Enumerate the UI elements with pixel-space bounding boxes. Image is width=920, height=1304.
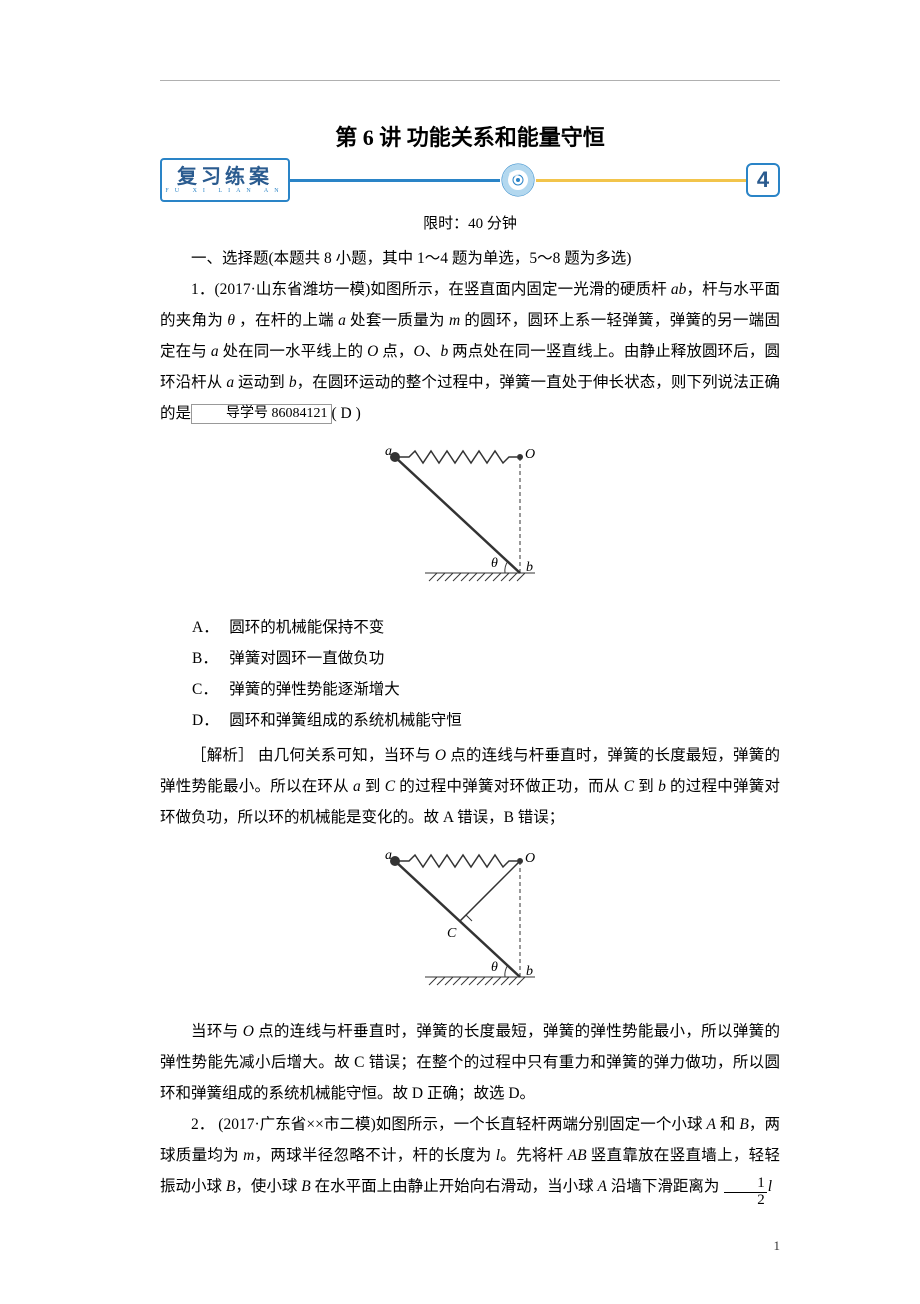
banner-line-right: [536, 178, 746, 182]
var-ab: ab: [671, 281, 687, 298]
q2-stem: 2． (2017·广东省××市二模)如图所示，一个长直轻杆两端分别固定一个小球 …: [160, 1109, 780, 1208]
fig1-O: O: [525, 447, 535, 462]
opt-D: D．圆环和弹簧组成的系统机械能守恒: [192, 705, 780, 736]
q2-t9: 沿墙下滑距离为: [607, 1178, 723, 1195]
ex1-t4: 的过程中弹簧对环做正功，而从: [395, 778, 624, 795]
ex1-C: C: [385, 778, 395, 795]
banner-pinyin: FU XI LIAN AN: [165, 188, 284, 195]
fig2-theta: θ: [491, 960, 498, 975]
var-a3: a: [226, 374, 234, 391]
q1-options: A．圆环的机械能保持不变 B．弹簧对圆环一直做负功 C．弹簧的弹性势能逐渐增大 …: [192, 612, 780, 736]
figure-1: a O θ b: [160, 443, 780, 598]
figure-2: a O C θ b: [160, 847, 780, 1002]
q2-B: B: [739, 1116, 748, 1133]
top-rule: [160, 80, 780, 81]
q1-t8: 、: [425, 343, 441, 360]
review-banner: 复习练案 FU XI LIAN AN 4: [160, 158, 780, 202]
q1-explanation-1: ［解析］ 由几何关系可知，当环与 O 点的连线与杆垂直时，弹簧的长度最短，弹簧的…: [160, 740, 780, 833]
opt-C: C．弹簧的弹性势能逐渐增大: [192, 674, 780, 705]
q2-t8: 在水平面上由静止开始向右滑动，当小球: [311, 1178, 598, 1195]
ex2-t1: 当环与: [191, 1023, 243, 1040]
banner-box: 复习练案 FU XI LIAN AN: [160, 158, 290, 202]
var-a: a: [338, 312, 346, 329]
frac-den: 2: [724, 1193, 767, 1208]
q2-A: A: [706, 1116, 715, 1133]
ex2-t2: 点的连线与杆垂直时，弹簧的长度最短，弹簧的弹性势能最小，所以弹簧的弹性势能先减小…: [160, 1023, 780, 1102]
q2-t2: 和: [716, 1116, 739, 1133]
fig2-a: a: [385, 848, 392, 863]
q2-l2: l: [768, 1178, 772, 1195]
ex1-t5: 到: [634, 778, 658, 795]
q2-t1: 2． (2017·广东省××市二模)如图所示，一个长直轻杆两端分别固定一个小球: [191, 1116, 706, 1133]
var-b2: b: [289, 374, 297, 391]
page-number: 1: [160, 1238, 780, 1254]
banner-line-yellow: [536, 179, 746, 182]
banner-number: 4: [746, 163, 780, 197]
q2-t7: ，使小球: [235, 1178, 301, 1195]
q2-AB: AB: [568, 1147, 587, 1164]
frac-num: 1: [724, 1176, 767, 1192]
fig2-O: O: [525, 851, 535, 866]
fig2-b: b: [526, 964, 533, 979]
ex1-b: b: [658, 778, 666, 795]
q1-t3: ，在杆的上端: [235, 312, 338, 329]
ex1-C2: C: [624, 778, 634, 795]
banner-line: [290, 178, 500, 182]
ex1-t1: ［解析］ 由几何关系可知，当环与: [191, 747, 435, 764]
q1-explanation-2: 当环与 O 点的连线与杆垂直时，弹簧的长度最短，弹簧的弹性势能最小，所以弹簧的弹…: [160, 1016, 780, 1109]
fig1-b: b: [526, 560, 533, 575]
q1-t7: 点，: [378, 343, 413, 360]
q1-t6: 处在同一水平线上的: [219, 343, 368, 360]
q2-t4: ，两球半径忽略不计，杆的长度为: [254, 1147, 495, 1164]
fig2-C: C: [447, 926, 457, 941]
time-limit: 限时：40 分钟: [160, 212, 780, 233]
var-a2: a: [211, 343, 219, 360]
q1-text: 1．(2017·山东省潍坊一模)如图所示，在竖直面内固定一光滑的硬质杆: [191, 281, 671, 298]
ex2-O: O: [243, 1023, 254, 1040]
banner-disc-icon: [500, 162, 536, 198]
ex1-t3: 到: [361, 778, 385, 795]
dao-number-box: 导学号 86084121: [191, 404, 332, 424]
q2-B3: B: [301, 1178, 310, 1195]
ex1-a: a: [353, 778, 361, 795]
q1-t4: 处套一质量为: [346, 312, 449, 329]
q2-B2: B: [226, 1178, 235, 1195]
ex1-O: O: [435, 747, 446, 764]
chapter-title: 第 6 讲 功能关系和能量守恒: [160, 120, 780, 152]
q1-t10: 运动到: [234, 374, 289, 391]
q2-m: m: [243, 1147, 254, 1164]
opt-A: A．圆环的机械能保持不变: [192, 612, 780, 643]
var-theta: θ: [227, 312, 235, 329]
fraction-half: 12: [724, 1176, 767, 1208]
fig1-theta: θ: [491, 556, 498, 571]
banner-line-blue: [290, 179, 500, 182]
var-O2: O: [414, 343, 425, 360]
var-O: O: [367, 343, 378, 360]
fig1-a: a: [385, 444, 392, 459]
q2-t5: 。先将杆: [500, 1147, 568, 1164]
q1-stem: 1．(2017·山东省潍坊一模)如图所示，在竖直面内固定一光滑的硬质杆 ab，杆…: [160, 274, 780, 429]
banner-main-text: 复习练案: [177, 167, 273, 187]
section-intro: 一、选择题(本题共 8 小题，其中 1～4 题为单选，5～8 题为多选): [160, 243, 780, 274]
q2-A2: A: [597, 1178, 606, 1195]
q1-answer: ( D ): [332, 405, 361, 422]
opt-B: B．弹簧对圆环一直做负功: [192, 643, 780, 674]
var-m: m: [449, 312, 460, 329]
